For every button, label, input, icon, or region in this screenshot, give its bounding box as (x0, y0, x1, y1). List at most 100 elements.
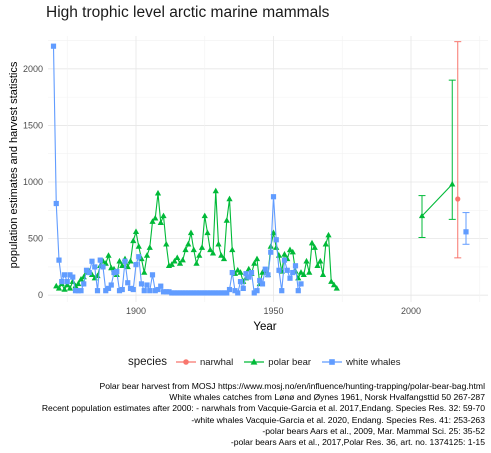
polar-bear-point (168, 261, 175, 267)
white-whales-point (265, 272, 271, 278)
white-whales-point (53, 200, 59, 207)
polar-bear-point (286, 246, 294, 253)
legend-key-narwhal (176, 359, 196, 365)
caption-line: -polar bears Aars et al., 2009, Mar. Mam… (262, 425, 485, 436)
white-whales-point (105, 285, 112, 292)
white-whales-point (116, 288, 123, 294)
white-whales-point (56, 257, 62, 263)
white-whales-point (248, 269, 255, 276)
white-whales-point (229, 269, 235, 276)
white-whales-point (155, 286, 161, 293)
white-whales-point (235, 290, 241, 296)
polar-bear-point (61, 286, 68, 292)
white-whales-point (92, 264, 98, 270)
y-tick-label: 0 (38, 290, 43, 300)
polar-bear-point (135, 243, 142, 249)
white-whales-point (276, 267, 282, 273)
white-whales-point (191, 290, 197, 296)
polar-bear-point (171, 257, 178, 264)
polar-bear-point (223, 217, 230, 223)
legend-item-polar-bear: polar bear (243, 355, 311, 369)
polar-bear-point (116, 257, 123, 264)
white-whales-point (188, 290, 194, 296)
polar-bear-point (66, 285, 74, 291)
axes: 0 500 1000 1500 2000 1900 1950 2000 (23, 64, 421, 316)
white-whales-point (182, 290, 189, 296)
white-whales-point (287, 275, 293, 281)
white-whales-point (50, 43, 57, 49)
legend-title: species (128, 356, 167, 368)
polar-bear-point (311, 244, 318, 250)
white-whales-point (224, 290, 230, 296)
white-whales-point (295, 288, 301, 294)
y-tick-label: 500 (28, 234, 43, 244)
caption-line: -polar bears Aars et al., 2017,Polar Res… (230, 437, 485, 448)
polar-bear-point (215, 240, 222, 247)
white-whales-point (215, 290, 222, 296)
polar-bear-point (322, 240, 329, 247)
white-whales-point (207, 290, 213, 296)
polar-bear-point (201, 212, 208, 219)
polar-bear-point (176, 260, 184, 266)
white-whales-error-bar (462, 212, 470, 245)
polar-bear-point (229, 246, 236, 253)
polar-bear-point (325, 231, 332, 238)
caption-line: Polar bear harvest from MOSJ https://www… (99, 381, 485, 391)
white-whales-point (240, 285, 246, 292)
x-axis-label: Year (253, 321, 276, 333)
narwhal-point (455, 196, 461, 202)
white-whales-point (257, 277, 263, 284)
polar-bear-point (281, 251, 288, 257)
polar-bear-point (275, 252, 283, 258)
polar-bear-point (251, 260, 258, 266)
polar-bear-point (328, 278, 335, 284)
white-whales-point (130, 286, 136, 293)
polar-bear-point (119, 262, 126, 268)
polar-bear-point (319, 271, 327, 278)
polar-bear-point (75, 280, 82, 287)
polar-bear-point (146, 244, 153, 250)
white-whales-point (152, 288, 158, 294)
polar-bear-point (314, 262, 321, 268)
polar-bear-point (187, 229, 195, 236)
polar-bear-point (149, 218, 156, 224)
white-whales-point (196, 290, 202, 296)
white-whales-point (149, 272, 156, 278)
white-whales-point (114, 268, 120, 275)
white-whales-point (158, 283, 164, 289)
polar-bear-point (220, 255, 228, 262)
white-whales-point (61, 272, 68, 278)
polar-bear-point (237, 269, 244, 275)
white-whales-point (119, 286, 125, 293)
legend-item-narwhal: narwhal (175, 355, 233, 369)
white-whales-point (59, 279, 65, 285)
polar-bear-point (273, 244, 280, 250)
caption-line: -white whales Vacquie-Garcia et al. 2020… (191, 414, 485, 425)
y-tick-label: 2000 (23, 64, 43, 74)
white-whales-point (273, 237, 279, 243)
polar-bear-point (212, 187, 219, 194)
x-tick-label: 2000 (401, 306, 421, 316)
white-whales-point (144, 282, 150, 288)
white-whales-point (166, 289, 172, 295)
polar-bear-point (55, 285, 63, 291)
polar-bear-point (306, 269, 313, 275)
legend: species narwhal polar bear white whales (128, 350, 410, 374)
caption-line: Recent population estimates after 2000: … (41, 403, 485, 414)
white-whales-point (262, 266, 268, 272)
grid (48, 36, 488, 302)
white-whales-point (279, 288, 285, 294)
white-whales-point (64, 279, 70, 285)
white-whales-point (213, 290, 219, 296)
white-whales-point (70, 274, 76, 280)
white-whales-point (171, 290, 178, 296)
white-whales-point (202, 290, 208, 296)
x-tick-label: 1950 (263, 306, 283, 316)
polar-bear-point (449, 180, 456, 187)
white-whales-point (210, 290, 216, 296)
white-whales-point (163, 289, 169, 295)
polar-bear-point (193, 260, 200, 266)
polar-bear-point (196, 252, 203, 258)
polar-bear-point (64, 281, 71, 288)
